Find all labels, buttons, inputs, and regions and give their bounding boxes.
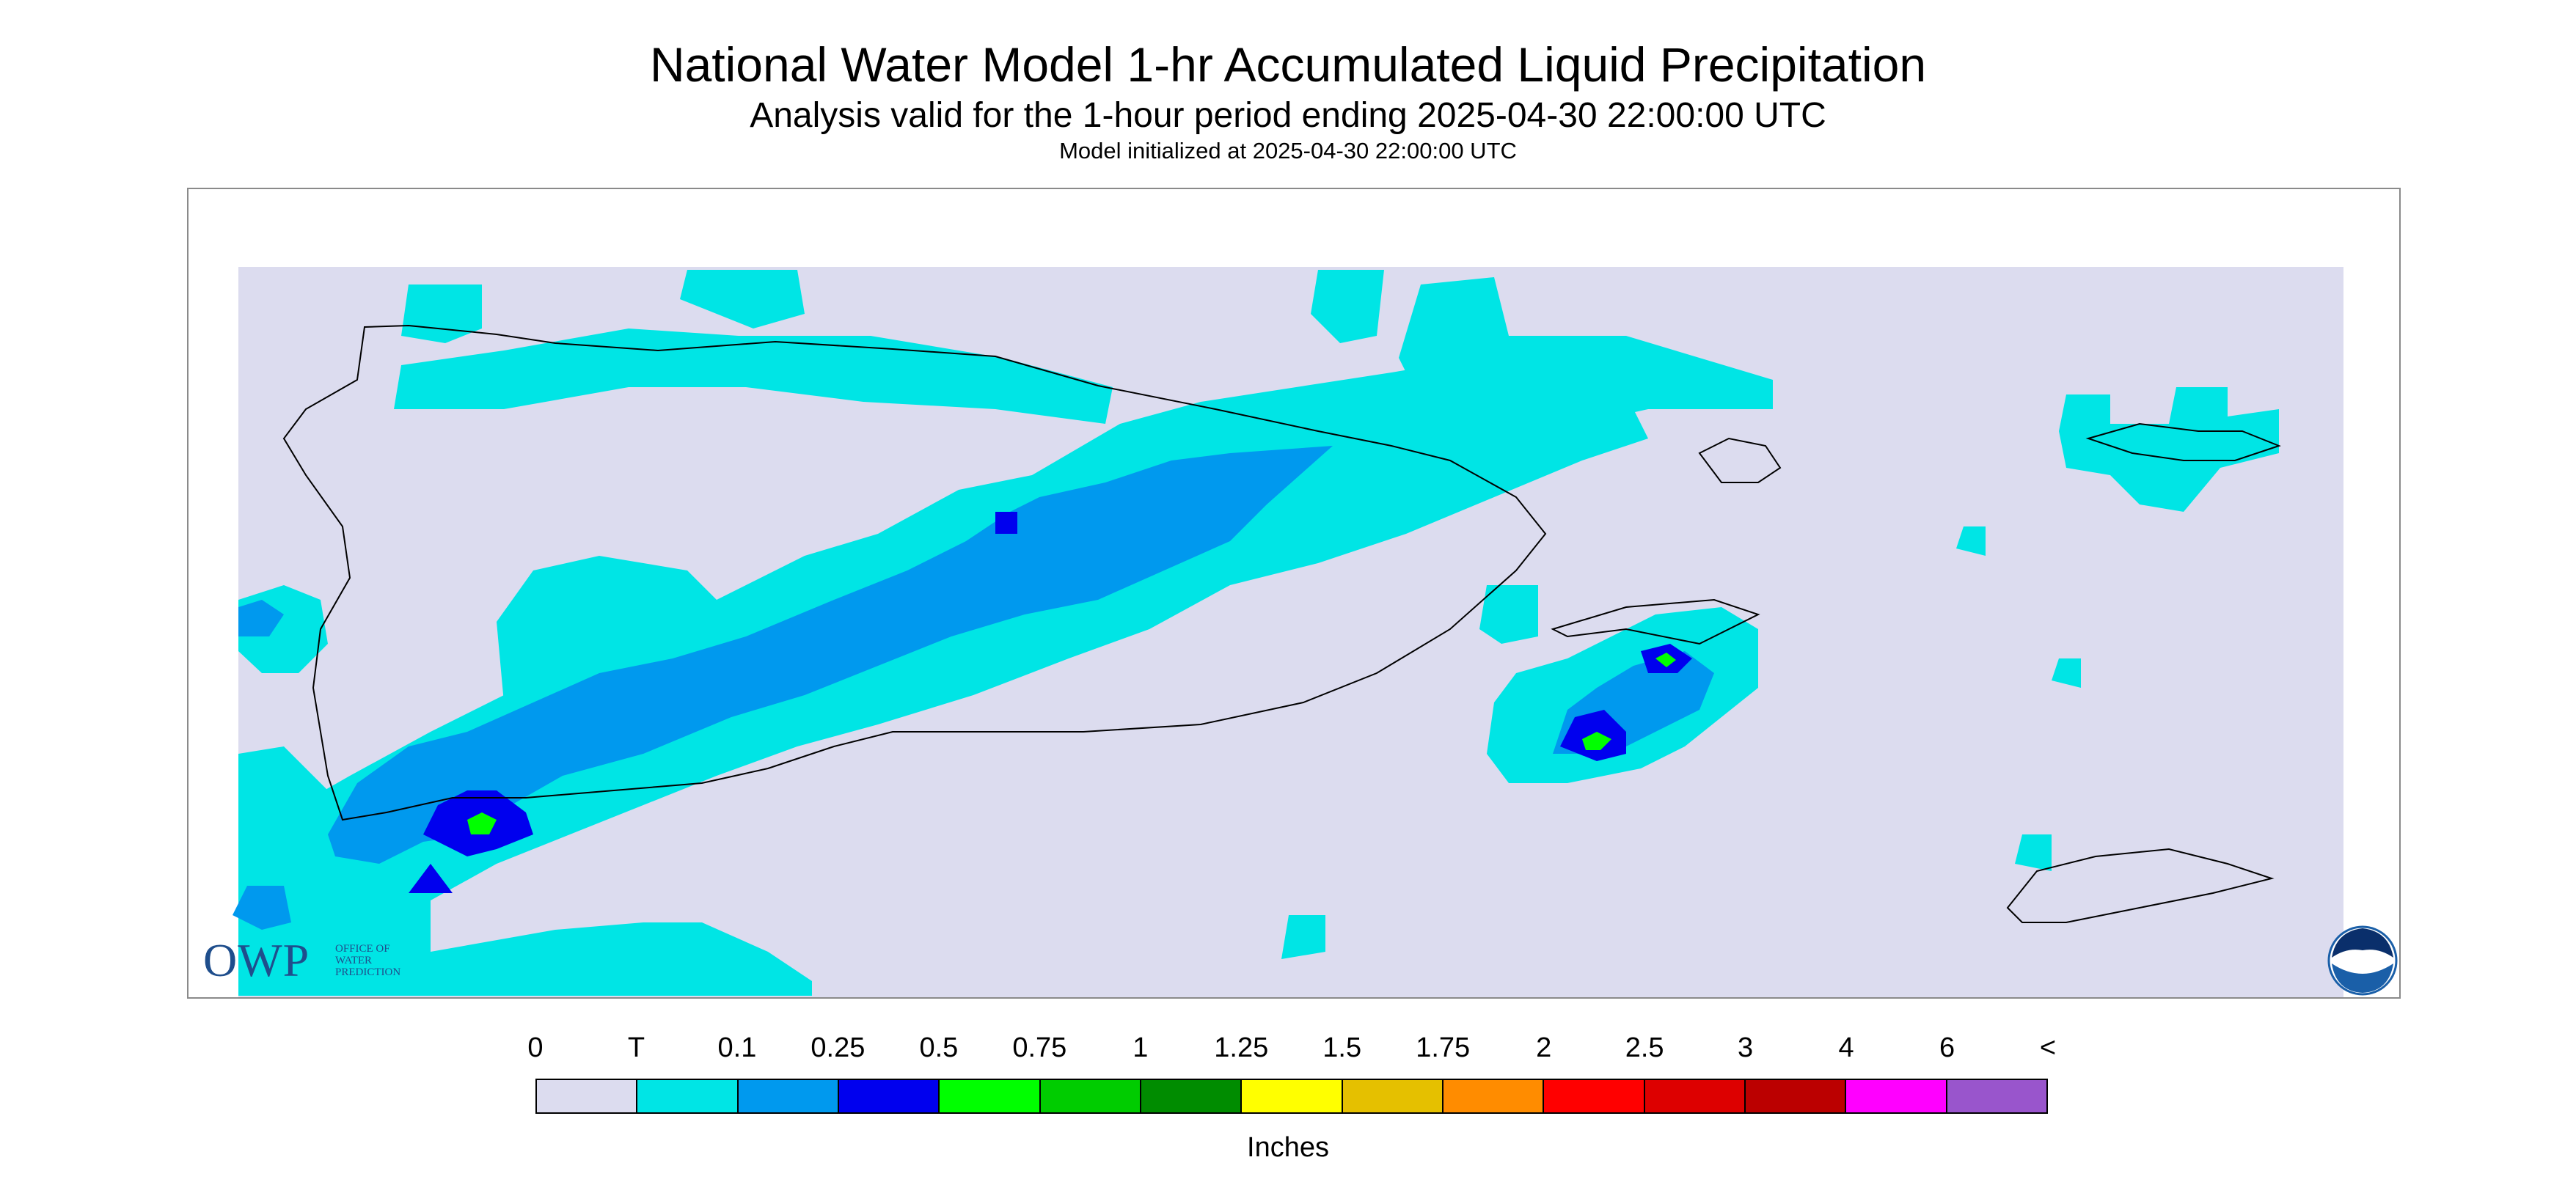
map-title: National Water Model 1-hr Accumulated Li… bbox=[649, 37, 1927, 92]
legend-tick-label: 1 bbox=[1133, 1032, 1149, 1063]
precip-0-5-layer bbox=[467, 653, 1676, 834]
legend-swatch bbox=[537, 1080, 638, 1112]
coastline-vieques bbox=[1551, 598, 1760, 645]
precip-trace-small-cell-c bbox=[2015, 834, 2052, 871]
legend-swatch bbox=[1342, 1080, 1443, 1112]
precip-trace-south-lobe bbox=[431, 922, 812, 996]
coastline-st-croix bbox=[2006, 848, 2275, 923]
precip-0-25-sw-cell bbox=[409, 864, 453, 893]
legend-swatch bbox=[838, 1080, 940, 1112]
precip-trace-southwest-patch bbox=[238, 746, 365, 996]
noaa-logo-bird bbox=[2333, 950, 2392, 966]
precip-trace-virgin-islands bbox=[2059, 387, 2279, 512]
legend-swatch bbox=[1443, 1080, 1545, 1112]
precip-trace-main-band bbox=[243, 350, 1648, 996]
precip-trace-north-cells-3 bbox=[1311, 270, 1384, 343]
noaa-logo-sky bbox=[2332, 928, 2393, 958]
map-frame: OWP OFFICE OF WATER PREDICTION bbox=[187, 188, 2401, 999]
legend-tick-label: 1.5 bbox=[1322, 1032, 1362, 1063]
legend-swatch bbox=[1846, 1080, 1947, 1112]
legend-swatch bbox=[1644, 1080, 1746, 1112]
owp-logo-mark: OWP bbox=[203, 934, 310, 986]
coastline-st-thomas-st-john bbox=[2085, 422, 2281, 461]
legend-swatch bbox=[637, 1080, 739, 1112]
legend-tick-label: 1.25 bbox=[1214, 1032, 1269, 1063]
legend-tick-label: 0.5 bbox=[919, 1032, 959, 1063]
legend-tick-label: 2 bbox=[1536, 1032, 1552, 1063]
legend-tick-label: 2.5 bbox=[1625, 1032, 1664, 1063]
noaa-logo-sea bbox=[2332, 963, 2393, 993]
legend-swatch bbox=[738, 1080, 839, 1112]
model-init-line: Model initialized at 2025-04-30 22:00:00… bbox=[1059, 138, 1517, 164]
legend-tick-label: 4 bbox=[1838, 1032, 1854, 1063]
legend-tick-label: 0.75 bbox=[1012, 1032, 1067, 1063]
legend-tick-label: T bbox=[627, 1032, 645, 1063]
precip-trace-east-cell bbox=[1479, 585, 1538, 644]
legend-tick-label: 0.25 bbox=[811, 1032, 866, 1063]
legend-swatch bbox=[1242, 1080, 1343, 1112]
noaa-logo-icon bbox=[2327, 925, 2398, 996]
legend-swatch bbox=[1141, 1080, 1243, 1112]
legend-tick-label: 0 bbox=[527, 1032, 544, 1063]
legend-swatch bbox=[1947, 1080, 2046, 1112]
legend-tick-label: 0.1 bbox=[717, 1032, 757, 1063]
precip-trace-north-cells-4 bbox=[1399, 277, 1773, 424]
precip-trace-layer bbox=[238, 270, 2279, 996]
legend-swatch bbox=[1544, 1080, 1645, 1112]
precipitation-map bbox=[233, 267, 2343, 997]
owp-logo-text: OFFICE OF WATER PREDICTION bbox=[335, 943, 401, 978]
legend-swatch bbox=[940, 1080, 1041, 1112]
legend-swatch bbox=[1040, 1080, 1141, 1112]
owp-logo: OWP OFFICE OF WATER PREDICTION bbox=[203, 937, 453, 988]
precip-0-1-west-cell bbox=[238, 600, 284, 636]
precip-trace-north-cells-1 bbox=[401, 285, 482, 343]
precip-trace-small-south-cell bbox=[1281, 915, 1325, 959]
legend-tick-label: 1.75 bbox=[1416, 1032, 1471, 1063]
precip-trace-small-cell-a bbox=[1956, 526, 1986, 556]
precip-0-5-east-small bbox=[1655, 653, 1676, 667]
coastlines bbox=[282, 324, 2281, 923]
coastline-puerto-rico bbox=[282, 324, 1547, 821]
precip-trace-north-cells-2 bbox=[680, 270, 805, 328]
precip-0-1-main-band bbox=[328, 446, 1333, 864]
legend-tick-label: < bbox=[2039, 1032, 2057, 1063]
legend-swatch bbox=[1745, 1080, 1847, 1112]
precip-0-1-southwest-cell bbox=[233, 886, 291, 930]
precip-0-5-west-core bbox=[467, 812, 497, 834]
legend-tick-label: 3 bbox=[1738, 1032, 1754, 1063]
precip-0-5-east-core bbox=[1582, 732, 1611, 750]
legend-color-bar bbox=[535, 1079, 2048, 1114]
map-subtitle: Analysis valid for the 1-hour period end… bbox=[750, 96, 1826, 135]
precip-0-25-center-cell bbox=[995, 512, 1017, 534]
coastline-culebra bbox=[1698, 437, 1782, 483]
legend-units-label: Inches bbox=[1247, 1132, 1329, 1163]
precip-trace-small-cell-b bbox=[2052, 658, 2081, 688]
legend-tick-label: 6 bbox=[1939, 1032, 1955, 1063]
